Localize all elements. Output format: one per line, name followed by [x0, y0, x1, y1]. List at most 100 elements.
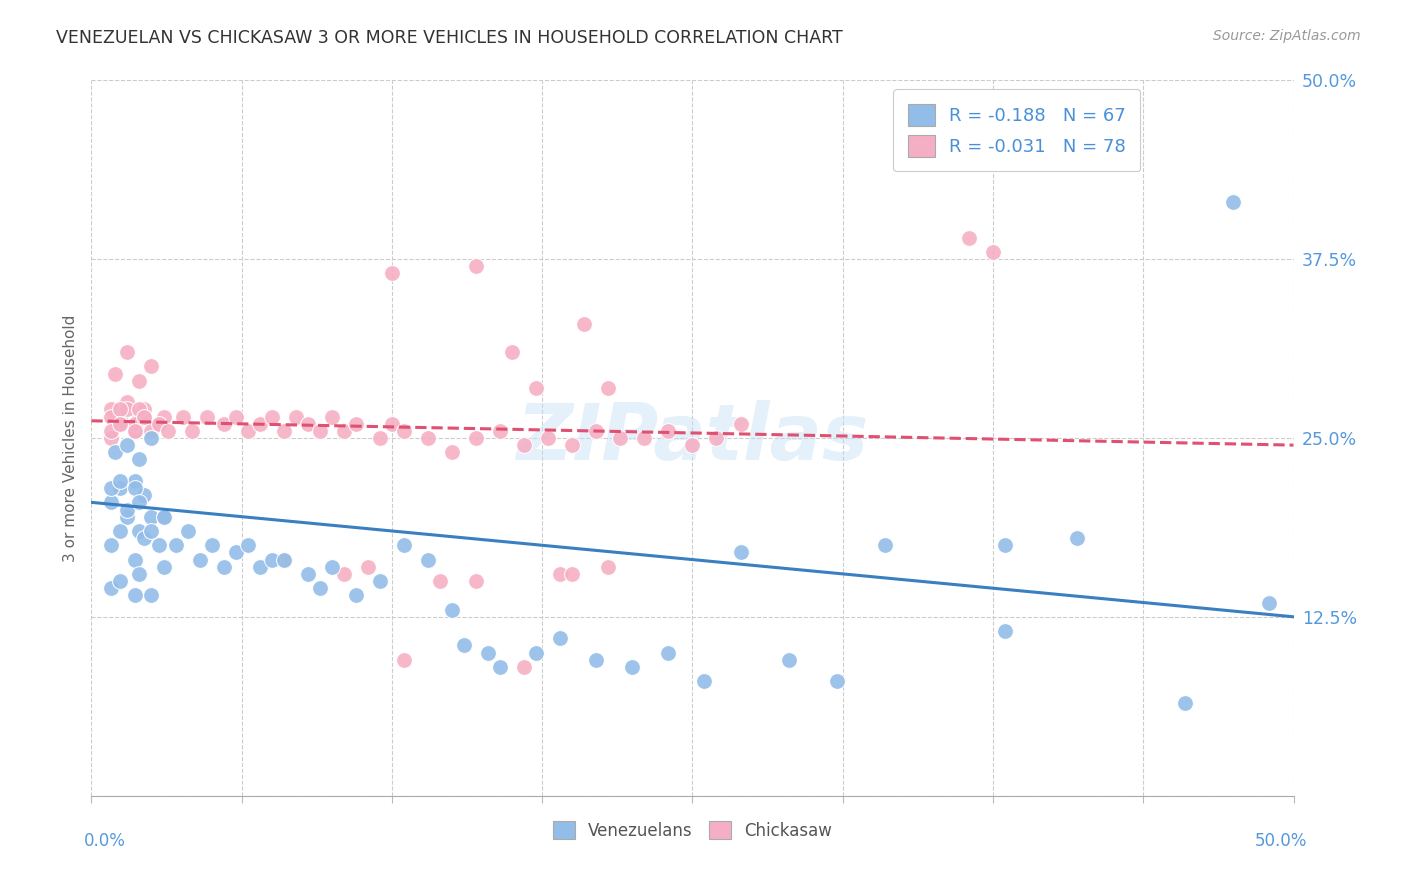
Point [195, 409, 218, 424]
Point [598, 381, 620, 395]
Point [706, 431, 728, 445]
Point [134, 409, 156, 424]
Point [513, 660, 536, 674]
Point [117, 509, 139, 524]
Point [165, 538, 187, 552]
Point [621, 660, 644, 674]
Point [157, 424, 180, 438]
Point [128, 452, 150, 467]
Point [429, 574, 451, 588]
Point [124, 481, 146, 495]
Legend: Venezuelans, Chickasaw: Venezuelans, Chickasaw [544, 813, 841, 848]
Point [141, 431, 163, 445]
Point [134, 409, 156, 424]
Point [128, 374, 150, 388]
Y-axis label: 3 or more Vehicles in Household: 3 or more Vehicles in Household [62, 314, 77, 562]
Text: 50.0%: 50.0% [1256, 831, 1308, 849]
Point [778, 653, 800, 667]
Point [657, 424, 679, 438]
Point [368, 574, 391, 588]
Point [249, 559, 271, 574]
Point [124, 424, 146, 438]
Point [537, 431, 560, 445]
Point [730, 417, 752, 431]
Text: ZIPatlas: ZIPatlas [516, 400, 869, 476]
Point [368, 431, 391, 445]
Point [117, 395, 139, 409]
Point [681, 438, 703, 452]
Point [344, 588, 367, 602]
Point [124, 588, 146, 602]
Point [453, 639, 475, 653]
Point [148, 417, 170, 431]
Point [128, 409, 150, 424]
Point [344, 417, 367, 431]
Point [416, 431, 439, 445]
Point [152, 409, 174, 424]
Point [100, 402, 122, 417]
Point [548, 566, 571, 581]
Point [141, 588, 163, 602]
Point [141, 359, 163, 374]
Point [100, 481, 122, 495]
Point [117, 438, 139, 452]
Point [489, 424, 512, 438]
Point [152, 509, 174, 524]
Point [609, 431, 631, 445]
Point [381, 417, 404, 431]
Point [152, 559, 174, 574]
Point [225, 545, 247, 559]
Point [124, 417, 146, 431]
Point [321, 559, 343, 574]
Point [574, 317, 596, 331]
Point [100, 424, 122, 438]
Point [124, 552, 146, 566]
Point [524, 381, 547, 395]
Point [273, 424, 295, 438]
Point [598, 559, 620, 574]
Point [100, 409, 122, 424]
Point [465, 574, 488, 588]
Point [110, 474, 132, 488]
Point [212, 559, 235, 574]
Point [104, 445, 127, 459]
Point [489, 660, 512, 674]
Point [134, 402, 156, 417]
Point [873, 538, 896, 552]
Point [284, 409, 307, 424]
Point [561, 566, 583, 581]
Point [134, 531, 156, 545]
Point [381, 267, 404, 281]
Point [181, 424, 204, 438]
Point [260, 552, 283, 566]
Point [148, 417, 170, 431]
Point [693, 674, 716, 689]
Point [392, 653, 415, 667]
Point [110, 574, 132, 588]
Point [124, 424, 146, 438]
Point [124, 474, 146, 488]
Point [128, 524, 150, 538]
Text: 0.0%: 0.0% [84, 831, 127, 849]
Point [730, 545, 752, 559]
Point [1174, 696, 1197, 710]
Point [633, 431, 655, 445]
Point [297, 566, 319, 581]
Point [657, 646, 679, 660]
Point [524, 646, 547, 660]
Point [201, 538, 224, 552]
Point [308, 424, 330, 438]
Point [465, 260, 488, 274]
Point [501, 345, 523, 359]
Point [585, 653, 607, 667]
Point [548, 632, 571, 646]
Point [110, 417, 132, 431]
Point [110, 402, 132, 417]
Point [110, 409, 132, 424]
Point [513, 438, 536, 452]
Point [117, 402, 139, 417]
Point [333, 566, 356, 581]
Point [100, 431, 122, 445]
Point [1222, 194, 1244, 209]
Point [981, 244, 1004, 259]
